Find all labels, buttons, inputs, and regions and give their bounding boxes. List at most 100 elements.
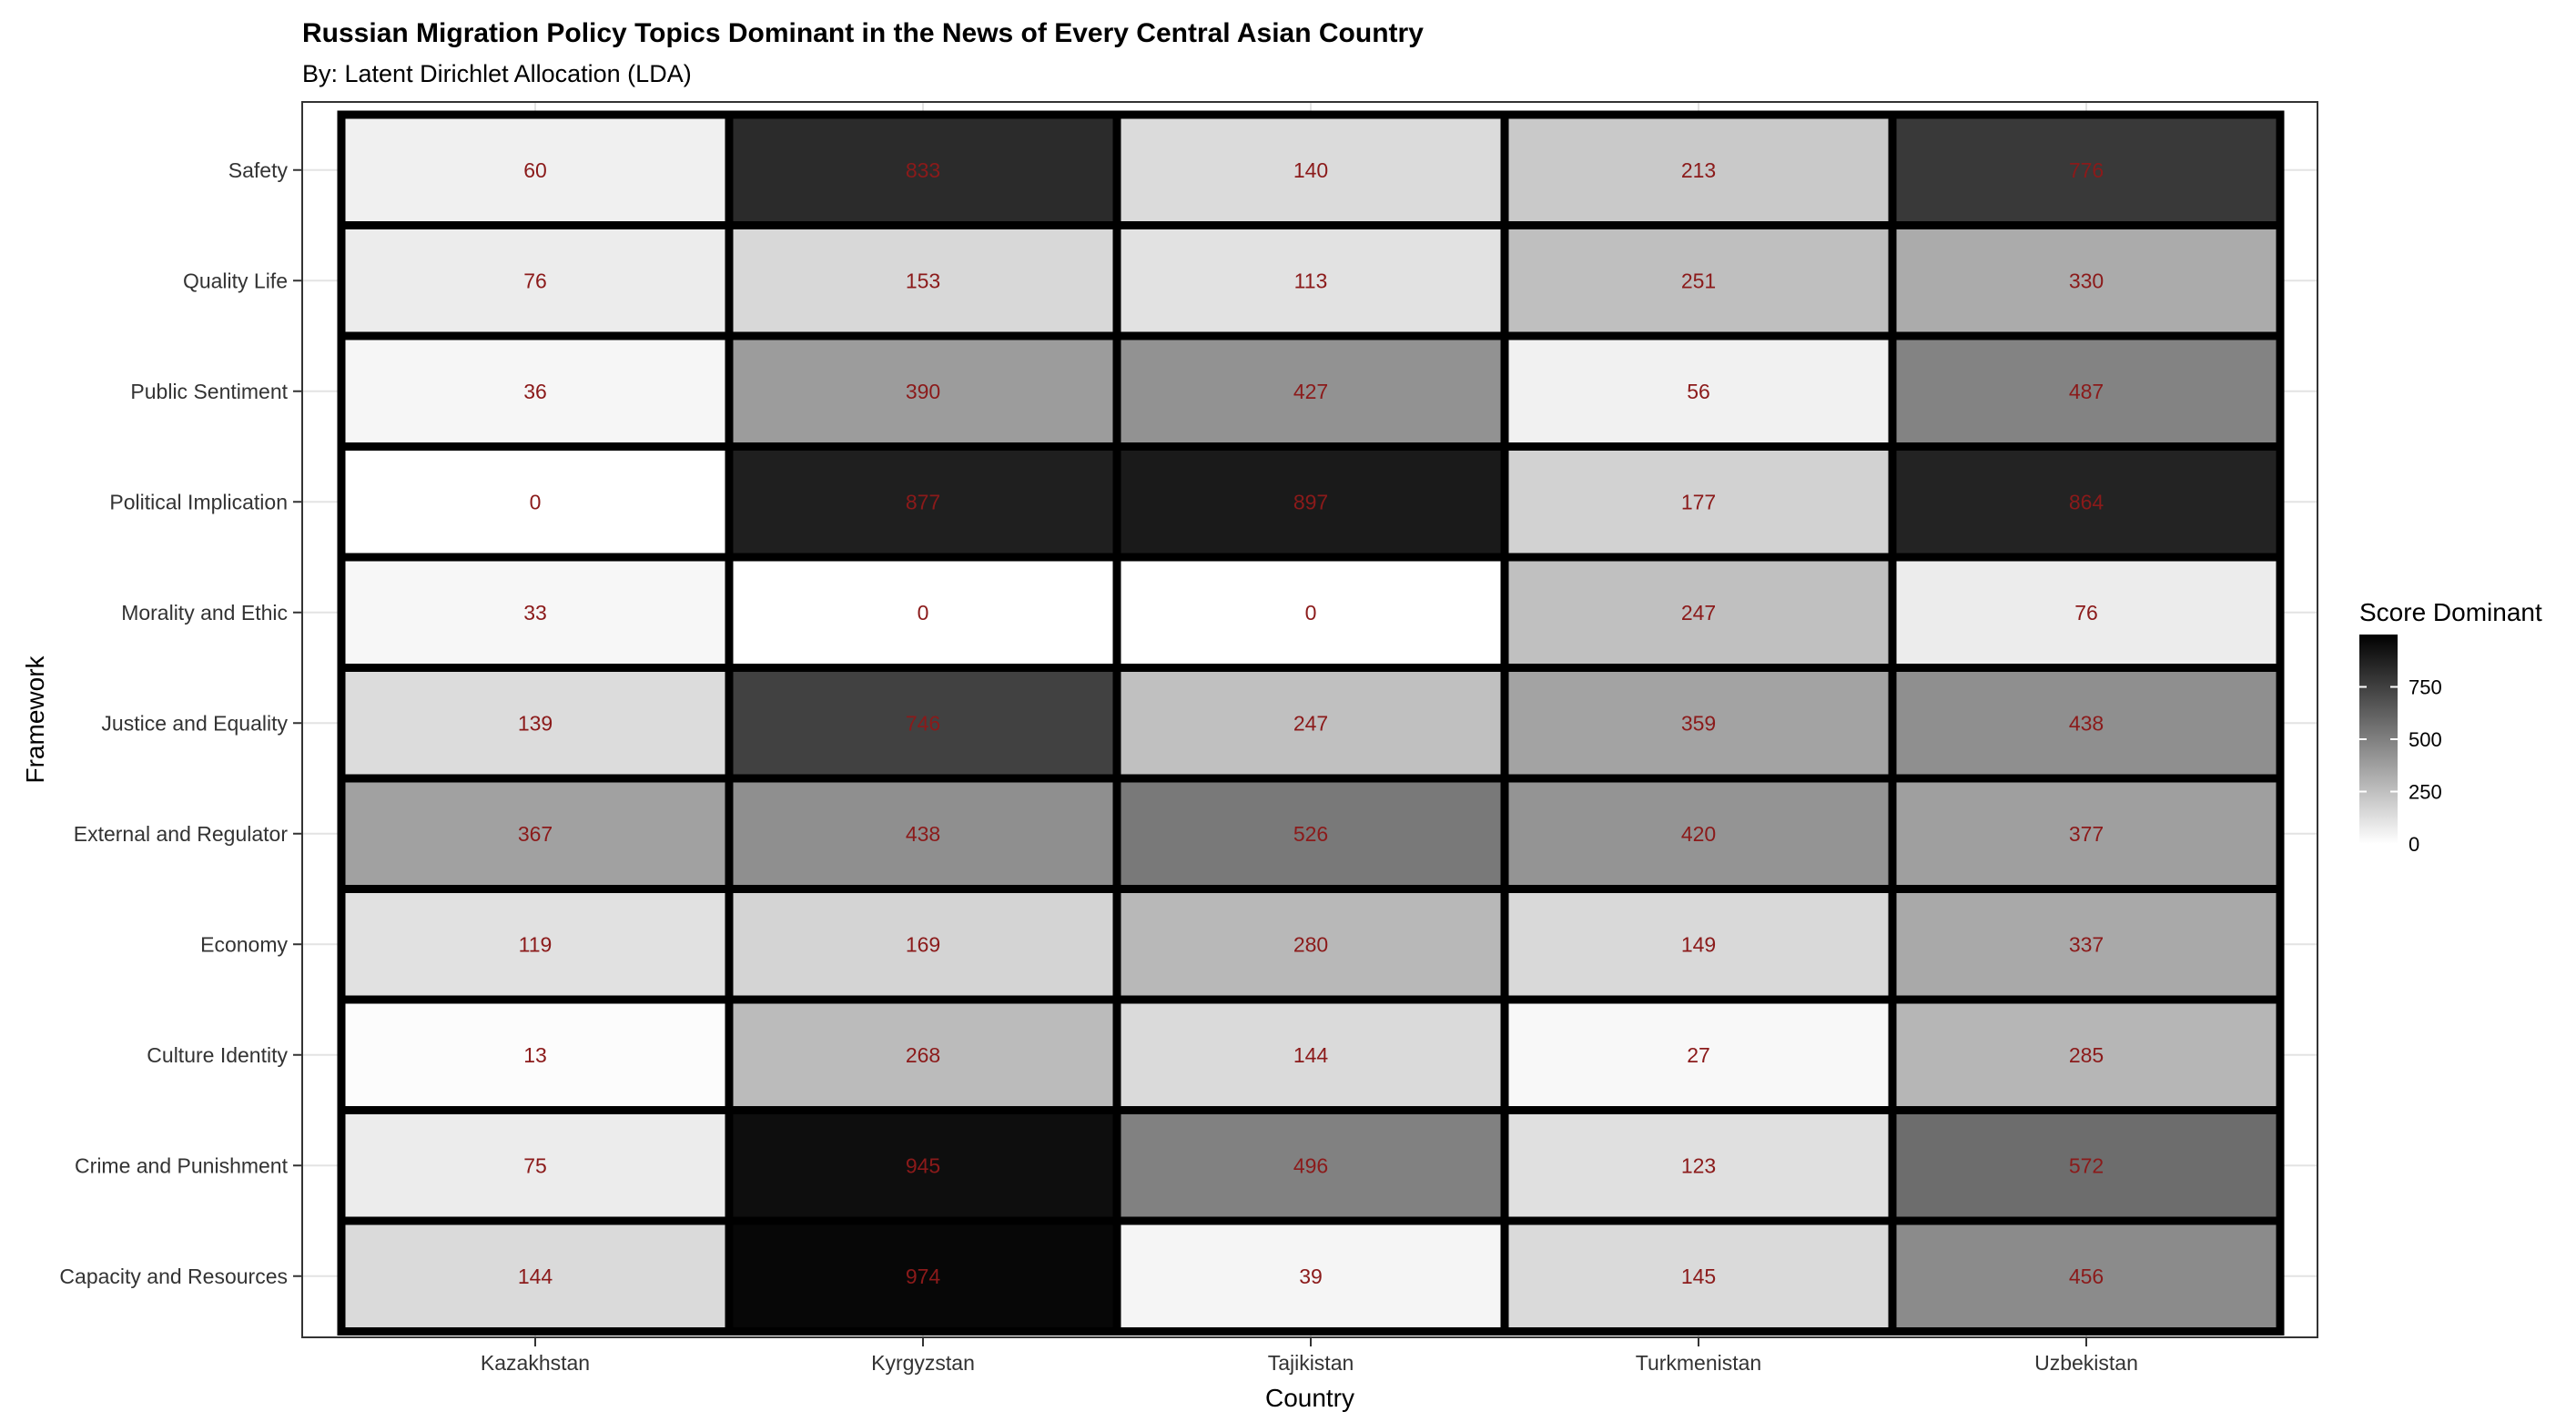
x-axis-title: Country bbox=[1265, 1384, 1354, 1412]
cell-value-label: 359 bbox=[1681, 711, 1716, 735]
heatmap-cell bbox=[1500, 995, 1897, 1114]
heatmap-cell bbox=[1888, 110, 2285, 229]
cell-value-label: 390 bbox=[906, 380, 940, 403]
cell-value-label: 144 bbox=[1293, 1043, 1329, 1067]
heatmap-cell bbox=[725, 664, 1121, 783]
cell-value-label: 60 bbox=[523, 158, 547, 182]
cell-value-label: 377 bbox=[2069, 822, 2104, 846]
x-tick-label: Kazakhstan bbox=[481, 1351, 590, 1375]
heatmap-cell bbox=[725, 1106, 1121, 1225]
cell-value-label: 897 bbox=[1293, 490, 1328, 513]
legend-tick-label: 500 bbox=[2409, 728, 2442, 751]
y-tick-label: Political Implication bbox=[109, 490, 288, 513]
cell-value-label: 0 bbox=[1305, 601, 1317, 625]
x-tick-label: Kyrgyzstan bbox=[871, 1351, 975, 1375]
cell-value-label: 139 bbox=[518, 711, 553, 735]
cell-value-label: 213 bbox=[1681, 158, 1716, 182]
cell-value-label: 438 bbox=[2069, 711, 2104, 735]
cell-value-label: 39 bbox=[1299, 1265, 1323, 1288]
cell-value-label: 496 bbox=[1293, 1153, 1328, 1177]
cell-value-label: 140 bbox=[1293, 158, 1328, 182]
cell-value-label: 776 bbox=[2069, 158, 2104, 182]
cell-value-label: 974 bbox=[906, 1265, 941, 1288]
cell-value-label: 251 bbox=[1681, 269, 1716, 292]
chart-title: Russian Migration Policy Topics Dominant… bbox=[302, 18, 1424, 48]
cell-value-label: 169 bbox=[906, 932, 940, 956]
cell-value-label: 247 bbox=[1681, 601, 1716, 625]
heatmap-cell bbox=[1888, 1106, 2285, 1225]
x-tick-label: Tajikistan bbox=[1268, 1351, 1354, 1375]
legend-tick-label: 250 bbox=[2409, 781, 2442, 804]
cell-value-label: 0 bbox=[918, 601, 929, 625]
cell-value-label: 945 bbox=[906, 1153, 940, 1177]
heatmap-cell bbox=[337, 774, 734, 893]
heatmap-cell bbox=[1112, 331, 1509, 451]
y-tick-label: Crime and Punishment bbox=[75, 1153, 289, 1177]
cell-value-label: 153 bbox=[906, 269, 940, 292]
cell-value-label: 113 bbox=[1294, 269, 1328, 292]
y-tick-label: External and Regulator bbox=[74, 822, 289, 846]
cell-value-label: 285 bbox=[2069, 1043, 2104, 1067]
heatmap-cell bbox=[1112, 995, 1509, 1114]
heatmap-cell bbox=[1888, 774, 2285, 893]
heatmap-cell bbox=[1112, 221, 1509, 340]
heatmap-cell bbox=[1888, 1216, 2285, 1336]
cell-value-label: 877 bbox=[906, 490, 940, 513]
y-tick-label: Capacity and Resources bbox=[59, 1265, 288, 1288]
axes: Safety Quality Life Public Sentiment Politi… bbox=[59, 158, 2137, 1375]
heatmap-cell bbox=[1888, 664, 2285, 783]
heatmap-cell bbox=[725, 1216, 1121, 1336]
y-tick-label: Public Sentiment bbox=[130, 380, 288, 403]
cell-value-label: 76 bbox=[2074, 601, 2098, 625]
y-axis-title: Framework bbox=[21, 655, 49, 783]
cell-value-label: 833 bbox=[906, 158, 940, 182]
cell-value-label: 526 bbox=[1293, 822, 1328, 846]
legend-tick-label: 0 bbox=[2409, 833, 2419, 856]
heatmap-cell bbox=[1112, 1216, 1509, 1336]
heatmap-cell bbox=[1888, 553, 2285, 672]
cell-value-label: 177 bbox=[1681, 490, 1716, 513]
cell-value-label: 13 bbox=[523, 1043, 547, 1067]
cell-value-label: 572 bbox=[2069, 1153, 2104, 1177]
heatmap-cell bbox=[1112, 774, 1509, 893]
x-tick-label: Turkmenistan bbox=[1636, 1351, 1761, 1375]
legend: Score Dominant 0 250 500 750 bbox=[2359, 598, 2542, 856]
chart-subtitle: By: Latent Dirichlet Allocation (LDA) bbox=[302, 60, 692, 87]
cell-value-label: 119 bbox=[519, 932, 553, 956]
heatmap-cell bbox=[1500, 331, 1897, 451]
cell-value-label: 123 bbox=[1681, 1153, 1716, 1177]
cell-value-label: 280 bbox=[1293, 932, 1328, 956]
heatmap-cell bbox=[1888, 221, 2285, 340]
y-tick-label: Economy bbox=[200, 932, 288, 956]
heatmap-cell bbox=[1112, 1106, 1509, 1225]
heatmap-cell bbox=[1112, 553, 1509, 672]
y-tick-label: Culture Identity bbox=[147, 1043, 288, 1067]
y-tick-label: Justice and Equality bbox=[101, 711, 288, 735]
cell-value-label: 337 bbox=[2069, 932, 2104, 956]
cell-value-label: 330 bbox=[2069, 269, 2104, 292]
cell-value-label: 75 bbox=[523, 1153, 547, 1177]
legend-title: Score Dominant bbox=[2359, 598, 2542, 626]
cell-value-label: 145 bbox=[1681, 1265, 1716, 1288]
legend-tick-label: 750 bbox=[2409, 676, 2442, 699]
heatmap-cell bbox=[1500, 664, 1897, 783]
cell-value-label: 367 bbox=[518, 822, 553, 846]
cell-value-label: 420 bbox=[1681, 822, 1716, 846]
cell-value-label: 27 bbox=[1687, 1043, 1710, 1067]
heatmap-cell bbox=[725, 995, 1121, 1114]
cell-value-label: 76 bbox=[523, 269, 547, 292]
cell-value-label: 427 bbox=[1293, 380, 1328, 403]
y-tick-label: Quality Life bbox=[183, 269, 288, 292]
cell-value-label: 438 bbox=[906, 822, 940, 846]
heatmap-cell bbox=[337, 221, 734, 340]
cell-value-label: 247 bbox=[1293, 711, 1328, 735]
cell-value-label: 33 bbox=[523, 601, 547, 625]
cell-value-label: 864 bbox=[2069, 490, 2104, 513]
cell-value-label: 36 bbox=[523, 380, 547, 403]
heatmap-cell bbox=[1888, 331, 2285, 451]
heatmap-cell bbox=[1500, 1216, 1897, 1336]
cell-value-label: 268 bbox=[906, 1043, 940, 1067]
cell-value-label: 746 bbox=[906, 711, 940, 735]
